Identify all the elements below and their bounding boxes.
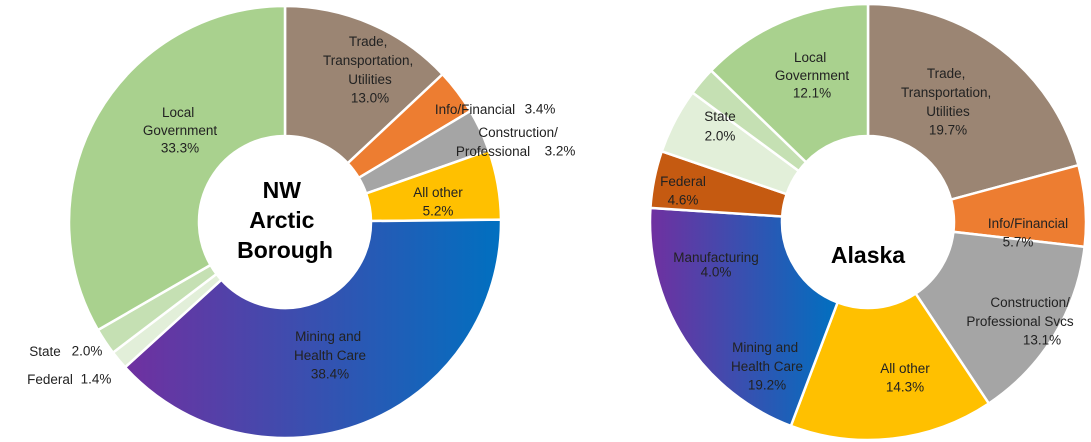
slice-label: Manufacturing xyxy=(673,250,759,265)
slice-value-label: 19.7% xyxy=(929,123,967,138)
slice-label: All other xyxy=(413,185,463,200)
slice-label: Trade, Transportation, Utilities xyxy=(901,66,995,119)
slice-value-label: 2.0% xyxy=(705,129,736,144)
slice-label: Mining and Health Care xyxy=(294,329,366,363)
slice-value-label: 38.4% xyxy=(311,367,349,382)
slice-value-label: 5.2% xyxy=(423,204,454,219)
slice-value-label: 1.4% xyxy=(81,372,112,387)
chart-title: NW Arctic Borough xyxy=(237,177,333,263)
slice-value-label: 19.2% xyxy=(748,378,786,393)
donut-slice xyxy=(789,291,991,442)
slice-value-label: 12.1% xyxy=(793,86,831,101)
slice-label: Local Government xyxy=(775,50,850,83)
slice-label: Federal xyxy=(27,372,73,387)
slice-label: Construction/ Professional Svcs xyxy=(966,295,1074,329)
slice-label: Federal xyxy=(660,174,706,189)
slice-value-label: 3.2% xyxy=(545,144,576,159)
slice-label: All other xyxy=(880,361,930,376)
donut-slice xyxy=(913,230,1086,406)
slice-value-label: 4.0% xyxy=(701,265,732,280)
slice-label: State xyxy=(704,109,736,124)
slice-label: Info/Financial xyxy=(435,102,515,117)
donut-slice xyxy=(283,4,445,165)
slice-label: Local Government xyxy=(143,105,218,138)
slice-label: Mining and Health Care xyxy=(731,340,803,374)
slice-label: Trade, Transportation, Utilities xyxy=(323,34,417,87)
donut-slice xyxy=(648,206,840,428)
slice-label: State xyxy=(29,344,61,359)
slice-value-label: 2.0% xyxy=(72,344,103,359)
slice-label: Construction/ Professional xyxy=(456,125,562,159)
slice-value-label: 33.3% xyxy=(161,141,199,156)
slice-value-label: 13.1% xyxy=(1023,333,1061,348)
slice-value-label: 3.4% xyxy=(525,102,556,117)
slice-label: Info/Financial xyxy=(988,216,1068,231)
slice-value-label: 13.0% xyxy=(351,91,389,106)
donut-slice xyxy=(123,218,503,440)
slice-value-label: 14.3% xyxy=(886,380,924,395)
slice-value-label: 5.7% xyxy=(1003,235,1034,250)
slice-value-label: 4.6% xyxy=(668,193,699,208)
chart-title: Alaska xyxy=(831,242,905,268)
donut-slice xyxy=(67,4,287,332)
donut-slice xyxy=(709,2,870,165)
donut-slice xyxy=(866,2,1080,202)
